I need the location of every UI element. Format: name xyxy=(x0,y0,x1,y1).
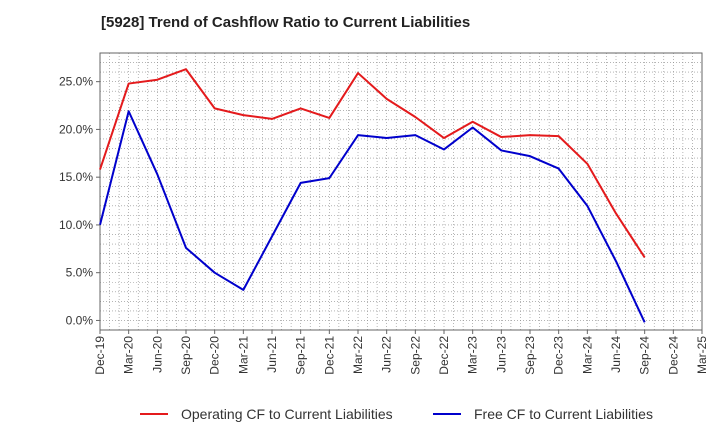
y-tick-label: 0.0% xyxy=(66,313,94,327)
x-axis-ticks: Dec-19 Mar-20 Jun-20 Sep-20 Dec-20 Mar-21 Jun-… xyxy=(93,330,709,375)
y-tick-label: 5.0% xyxy=(66,266,94,280)
x-tick-label: Mar-23 xyxy=(466,336,480,374)
series-lines xyxy=(99,68,646,323)
x-tick-label: Dec-20 xyxy=(208,336,222,375)
x-tick-label: Mar-21 xyxy=(236,336,250,374)
x-tick-label: Sep-24 xyxy=(638,336,652,375)
x-tick-label: Sep-21 xyxy=(294,336,308,375)
x-tick-label: Jun-20 xyxy=(150,336,164,373)
x-tick-label: Mar-22 xyxy=(351,336,365,374)
plot-area xyxy=(99,52,703,331)
grid xyxy=(99,52,702,330)
y-tick-label: 25.0% xyxy=(59,75,93,89)
x-tick-label: Sep-23 xyxy=(523,336,537,375)
y-tick-label: 15.0% xyxy=(59,170,93,184)
x-tick-label: Dec-21 xyxy=(322,336,336,375)
y-axis-ticks: 0.0% 5.0% 10.0% 15.0% 20.0% 25.0% xyxy=(59,75,100,327)
x-tick-label: Dec-19 xyxy=(93,336,107,375)
y-tick-label: 20.0% xyxy=(59,122,93,136)
x-tick-label: Dec-22 xyxy=(437,336,451,375)
legend-label-1: Operating CF to Current Liabilities xyxy=(181,406,393,422)
x-tick-label: Jun-22 xyxy=(380,336,394,373)
x-tick-label: Jun-24 xyxy=(609,336,623,373)
chart-title: [5928] Trend of Cashflow Ratio to Curren… xyxy=(101,14,471,31)
legend-label-2: Free CF to Current Liabilities xyxy=(474,406,653,422)
x-tick-label: Mar-25 xyxy=(695,336,709,374)
x-tick-label: Sep-20 xyxy=(179,336,193,375)
x-tick-label: Dec-23 xyxy=(552,336,566,375)
legend: Operating CF to Current Liabilities Free … xyxy=(140,406,653,422)
x-tick-label: Jun-21 xyxy=(265,336,279,373)
x-tick-label: Jun-23 xyxy=(494,336,508,373)
y-tick-label: 10.0% xyxy=(59,218,93,232)
x-tick-label: Sep-22 xyxy=(408,336,422,375)
series-line-2 xyxy=(99,110,646,323)
x-tick-label: Mar-20 xyxy=(122,336,136,374)
x-tick-label: Mar-24 xyxy=(580,336,594,374)
series-line-1 xyxy=(99,68,646,258)
x-tick-label: Dec-24 xyxy=(666,336,680,375)
